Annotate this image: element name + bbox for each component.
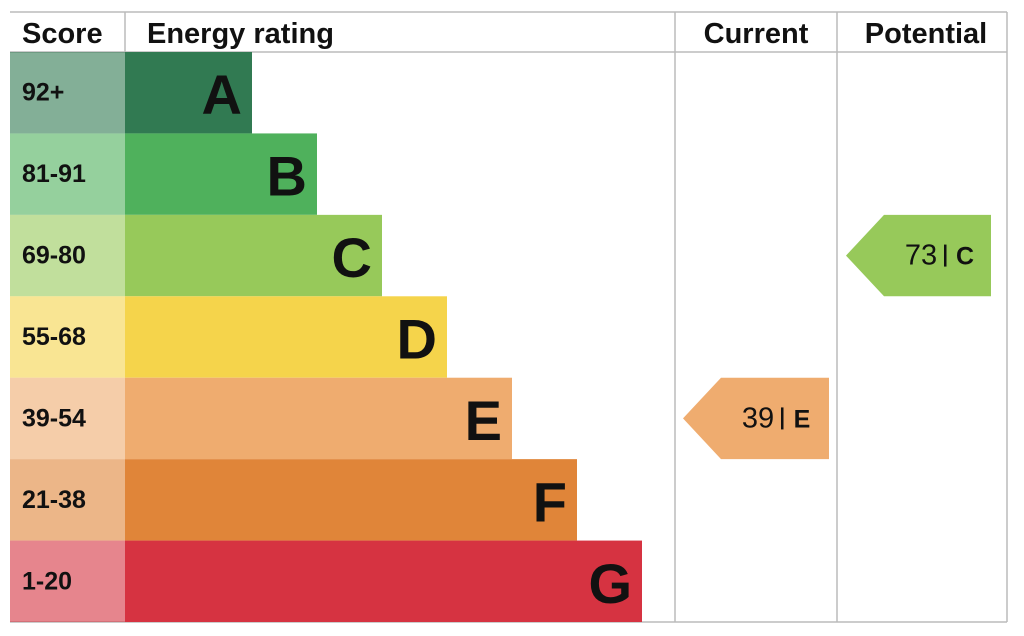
current-rating: E <box>794 405 811 433</box>
potential-arrow <box>846 214 991 297</box>
rating-letter: A <box>202 63 242 126</box>
rating-bar <box>125 459 577 541</box>
rating-bar <box>125 377 512 460</box>
score-cell <box>10 540 125 622</box>
rating-letter: C <box>332 226 372 289</box>
score-range: 55-68 <box>22 323 86 351</box>
rating-bar <box>125 214 382 297</box>
separator <box>781 407 784 430</box>
header-potential: Potential <box>865 18 987 50</box>
score-cell <box>10 214 125 297</box>
potential-value: 73 <box>905 240 937 272</box>
rating-bar <box>125 133 317 215</box>
current-value: 39 <box>742 402 774 434</box>
rating-bar <box>125 52 252 134</box>
rating-letter: G <box>588 552 632 615</box>
score-range: 1-20 <box>22 567 72 595</box>
potential-rating: C <box>956 243 974 271</box>
rating-letter: F <box>533 470 567 533</box>
rating-bar <box>125 296 447 378</box>
score-cell <box>10 459 125 541</box>
header-current: Current <box>704 18 809 50</box>
score-cell <box>10 133 125 215</box>
rating-letter: E <box>465 389 502 452</box>
score-range: 81-91 <box>22 160 86 188</box>
score-cell <box>10 52 125 134</box>
score-cell <box>10 296 125 378</box>
current-arrow <box>683 377 829 460</box>
rating-bar <box>125 540 642 622</box>
header-score: Score <box>22 18 103 50</box>
rating-letter: B <box>267 145 307 208</box>
score-range: 21-38 <box>22 486 86 514</box>
score-range: 39-54 <box>22 404 86 432</box>
rating-letter: D <box>397 308 437 371</box>
score-range: 92+ <box>22 79 64 107</box>
score-range: 69-80 <box>22 242 86 270</box>
separator <box>944 244 947 267</box>
score-cell <box>10 377 125 460</box>
header-rating: Energy rating <box>147 18 334 50</box>
